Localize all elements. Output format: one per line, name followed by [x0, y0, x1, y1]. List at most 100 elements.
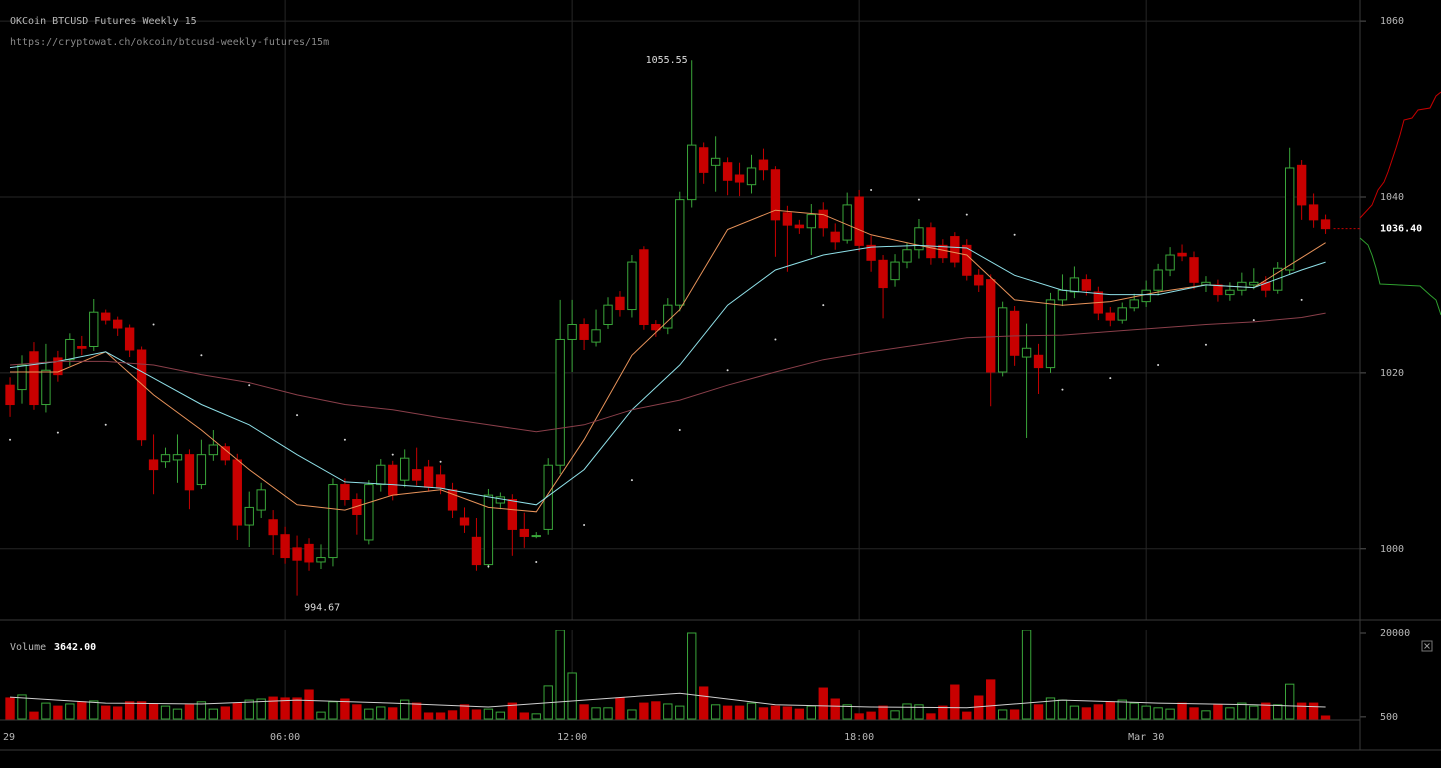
sar-dot — [822, 304, 825, 307]
x-tick-label: 29 — [3, 732, 15, 743]
volume-bar — [997, 709, 1008, 720]
close-box[interactable] — [1421, 640, 1433, 652]
candle-body — [1237, 281, 1247, 291]
candle-body — [41, 369, 51, 406]
sar-dot — [726, 369, 729, 372]
candle-body — [926, 227, 936, 259]
candle-body — [435, 474, 446, 489]
close-icon[interactable] — [1424, 643, 1430, 649]
sar-dot — [535, 560, 538, 563]
volume-bar — [423, 712, 434, 720]
volume-bar — [184, 704, 195, 720]
candle-body — [1225, 289, 1235, 296]
volume-bar — [5, 697, 15, 720]
depth-bids — [1359, 237, 1441, 316]
candle-body — [1165, 254, 1175, 271]
volume-bar — [77, 701, 87, 720]
candle-body — [507, 499, 518, 530]
volume-bar — [208, 708, 219, 720]
moving-average — [9, 244, 1326, 506]
sar-dot — [774, 338, 777, 341]
y-tick-label: 1060 — [1380, 16, 1404, 27]
candle-body — [746, 167, 757, 186]
volume-bar — [292, 697, 302, 720]
volume-bar — [89, 700, 99, 720]
candle-body — [1081, 279, 1092, 291]
volume-bar — [986, 679, 996, 720]
sar-dot — [965, 213, 968, 216]
candle-body — [1069, 277, 1080, 293]
candle-body — [1105, 312, 1115, 321]
candle-body — [376, 464, 386, 486]
volume-bar — [615, 697, 625, 720]
volume-bar — [1261, 702, 1271, 720]
candle-body — [770, 169, 781, 221]
candle-body — [854, 196, 864, 246]
volume-bar — [962, 711, 972, 720]
candle-body — [591, 329, 601, 343]
candle-body — [148, 459, 159, 471]
candle-body — [651, 324, 661, 331]
candle-body — [639, 249, 649, 326]
volume-bar — [1177, 702, 1187, 720]
labels: OKCoin BTCUSD Futures Weekly 15 https://… — [3, 16, 1422, 743]
candle-body — [818, 209, 828, 229]
volume-bar — [675, 705, 685, 720]
candle-body — [974, 274, 984, 286]
candle-body — [423, 466, 434, 488]
volume-value: 3642.00 — [54, 642, 96, 653]
volume-bar — [1105, 701, 1115, 720]
candle-body — [579, 324, 589, 340]
candle-body — [1129, 299, 1139, 309]
x-tick-label: 06:00 — [270, 732, 300, 743]
sar-dot — [1013, 233, 1016, 236]
candle-body — [352, 499, 362, 515]
volume-bar — [507, 702, 518, 720]
sar-dot — [439, 460, 442, 463]
volume-bar — [304, 689, 314, 720]
sar-dot — [678, 429, 681, 432]
candle-body — [101, 312, 111, 321]
sar-dot — [917, 198, 920, 201]
candle-body — [124, 327, 135, 351]
candle-body — [232, 459, 242, 526]
close-button[interactable] — [1421, 640, 1433, 652]
volume-bar — [567, 672, 577, 720]
candle-body — [1009, 310, 1020, 356]
volume-bar — [124, 701, 135, 720]
volume-bar — [663, 703, 673, 720]
volume-bar — [1320, 715, 1331, 720]
volume-bar — [388, 707, 398, 720]
candle-body — [316, 557, 326, 563]
candle-body — [471, 536, 482, 566]
volume-bar — [722, 705, 733, 720]
volume-bar — [1213, 704, 1223, 720]
candle-body — [1021, 347, 1032, 358]
candle-body — [1261, 281, 1271, 291]
candle-body — [986, 279, 996, 373]
volume-bar — [519, 712, 529, 720]
volume-bar — [1296, 702, 1307, 720]
x-tick-label: Mar 30 — [1128, 732, 1164, 743]
volume-bar — [471, 709, 482, 720]
candle-body — [77, 345, 87, 349]
candle-body — [615, 296, 625, 311]
candle-body — [1284, 167, 1295, 271]
candle-body — [1141, 289, 1151, 303]
candle-body — [220, 446, 230, 461]
volume-bar — [1237, 702, 1247, 720]
volume-bar — [160, 705, 171, 720]
sar-dot — [391, 453, 394, 456]
volume-bar — [1081, 707, 1092, 720]
volume-bar — [842, 704, 852, 720]
volume-bar — [639, 702, 649, 720]
volume-bar — [603, 707, 613, 720]
candle-body — [1308, 204, 1319, 221]
candle-body — [1057, 289, 1068, 301]
volume-bar — [400, 699, 410, 720]
volume-bar — [746, 702, 757, 720]
volume-bar — [1045, 697, 1056, 720]
volume-bar — [29, 711, 39, 720]
volume-bar — [555, 630, 565, 720]
volume-bar — [316, 711, 326, 720]
